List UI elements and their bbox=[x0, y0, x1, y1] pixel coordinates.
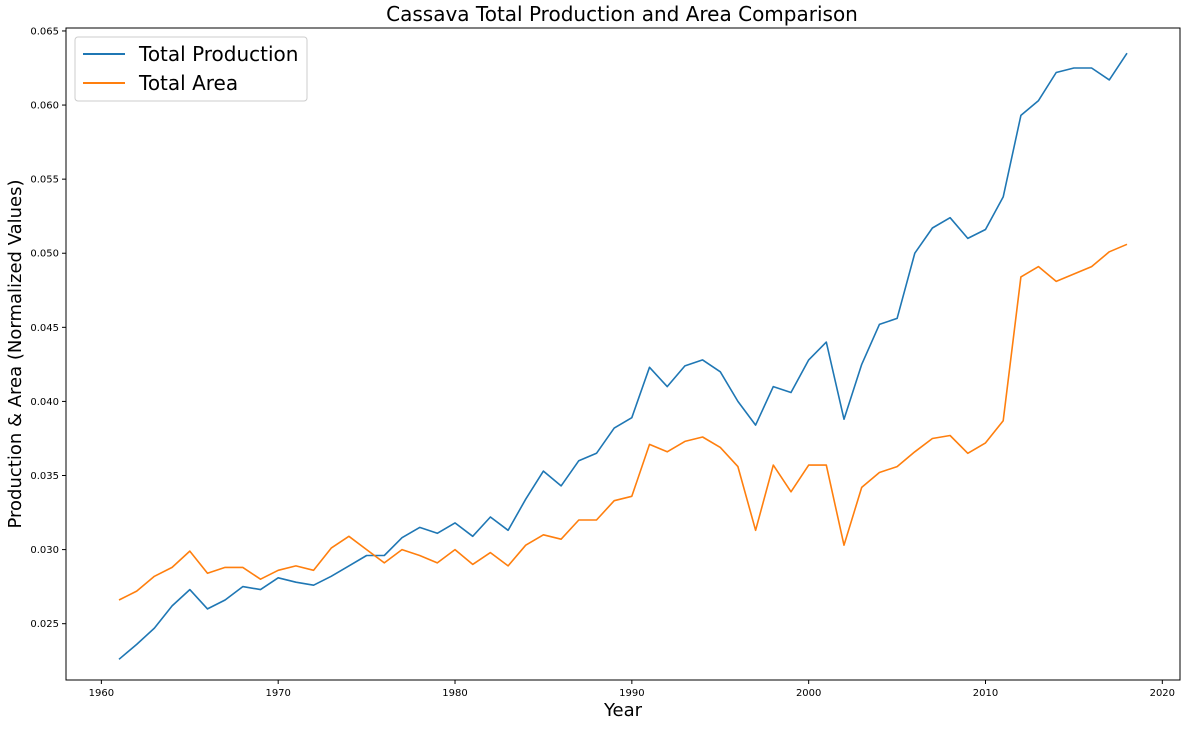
y-tick-label: 0.045 bbox=[30, 323, 59, 334]
legend-label-total-area: Total Area bbox=[138, 71, 238, 95]
series-line-total-area bbox=[118, 243, 1128, 601]
y-tick-label: 0.050 bbox=[30, 249, 59, 260]
y-tick-label: 0.040 bbox=[30, 397, 59, 408]
y-tick-label: 0.065 bbox=[30, 26, 59, 37]
chart-title: Cassava Total Production and Area Compar… bbox=[386, 2, 858, 26]
x-tick-label: 2020 bbox=[1150, 688, 1175, 699]
y-tick-label: 0.025 bbox=[30, 619, 59, 630]
legend: Total Production Total Area bbox=[74, 36, 308, 102]
y-tick-label: 0.055 bbox=[30, 175, 59, 186]
x-tick-label: 2000 bbox=[796, 688, 821, 699]
y-axis: 0.025 0.030 0.035 0.040 0.045 0.050 0.055 0.060… bbox=[30, 26, 66, 630]
x-tick-label: 1960 bbox=[89, 688, 114, 699]
x-tick-label: 2010 bbox=[973, 688, 998, 699]
x-axis: 1960 1970 1980 1990 2000 2010 2020 bbox=[89, 680, 1175, 699]
plot-area-frame bbox=[65, 27, 1181, 681]
x-tick-label: 1980 bbox=[442, 688, 467, 699]
x-tick-label: 1990 bbox=[619, 688, 644, 699]
legend-label-total-production: Total Production bbox=[138, 42, 298, 66]
y-tick-label: 0.060 bbox=[30, 101, 59, 112]
series-layer bbox=[118, 52, 1128, 660]
x-tick-label: 1970 bbox=[265, 688, 290, 699]
y-tick-label: 0.035 bbox=[30, 471, 59, 482]
series-line-total-production bbox=[118, 52, 1128, 660]
y-tick-label: 0.030 bbox=[30, 545, 59, 556]
y-axis-title: Production & Area (Normalized Values) bbox=[5, 179, 26, 528]
x-axis-title: Year bbox=[603, 700, 643, 721]
legend-frame bbox=[74, 36, 308, 102]
